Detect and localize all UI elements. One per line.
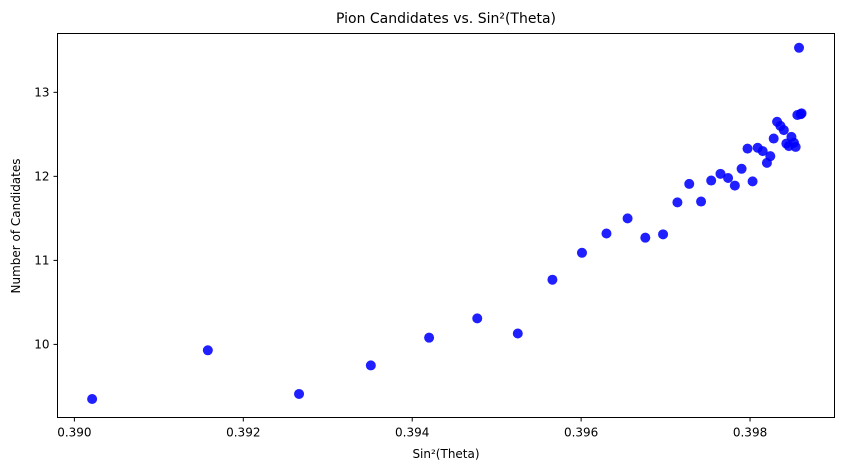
data-point (640, 232, 651, 243)
x-tick-label: 0.394 (395, 426, 429, 440)
data-point (294, 388, 305, 399)
data-point (715, 168, 726, 179)
data-point (601, 228, 612, 239)
data-point (365, 360, 376, 371)
data-point (684, 178, 695, 189)
x-tick-label: 0.390 (57, 426, 91, 440)
data-point (768, 133, 779, 144)
data-point (757, 146, 768, 157)
y-tick-label: 10 (34, 337, 49, 351)
x-tick-label: 0.396 (564, 426, 598, 440)
data-point (796, 108, 807, 119)
data-point (794, 42, 805, 53)
y-axis: 10 11 12 13 (34, 85, 58, 351)
data-point (547, 274, 558, 285)
data-point (778, 125, 789, 136)
data-point (672, 197, 683, 208)
data-point (202, 345, 213, 356)
data-point (576, 247, 587, 258)
y-tick-label: 11 (34, 253, 49, 267)
data-point (747, 176, 758, 187)
data-point (472, 313, 483, 324)
chart-title: Pion Candidates vs. Sin²(Theta) (336, 11, 556, 27)
x-tick-label: 0.398 (733, 426, 767, 440)
y-tick-label: 13 (34, 85, 49, 99)
data-point (696, 196, 707, 207)
data-point (87, 394, 98, 405)
points-layer (87, 42, 807, 405)
data-point (622, 213, 633, 224)
x-tick-label: 0.392 (226, 426, 260, 440)
data-point (424, 332, 435, 343)
y-axis-label: Number of Candidates (9, 159, 23, 294)
data-point (706, 175, 717, 186)
data-point (736, 163, 747, 174)
plot-frame (57, 33, 835, 418)
data-point (729, 180, 740, 191)
y-tick-label: 12 (34, 169, 49, 183)
data-point (723, 173, 734, 184)
data-point (742, 143, 753, 154)
data-point (658, 229, 669, 240)
x-axis: 0.390 0.392 0.394 0.396 0.398 (57, 417, 767, 440)
x-axis-label: Sin²(Theta) (412, 447, 479, 461)
data-point (512, 328, 523, 339)
data-point (790, 141, 801, 152)
data-point (765, 151, 776, 162)
